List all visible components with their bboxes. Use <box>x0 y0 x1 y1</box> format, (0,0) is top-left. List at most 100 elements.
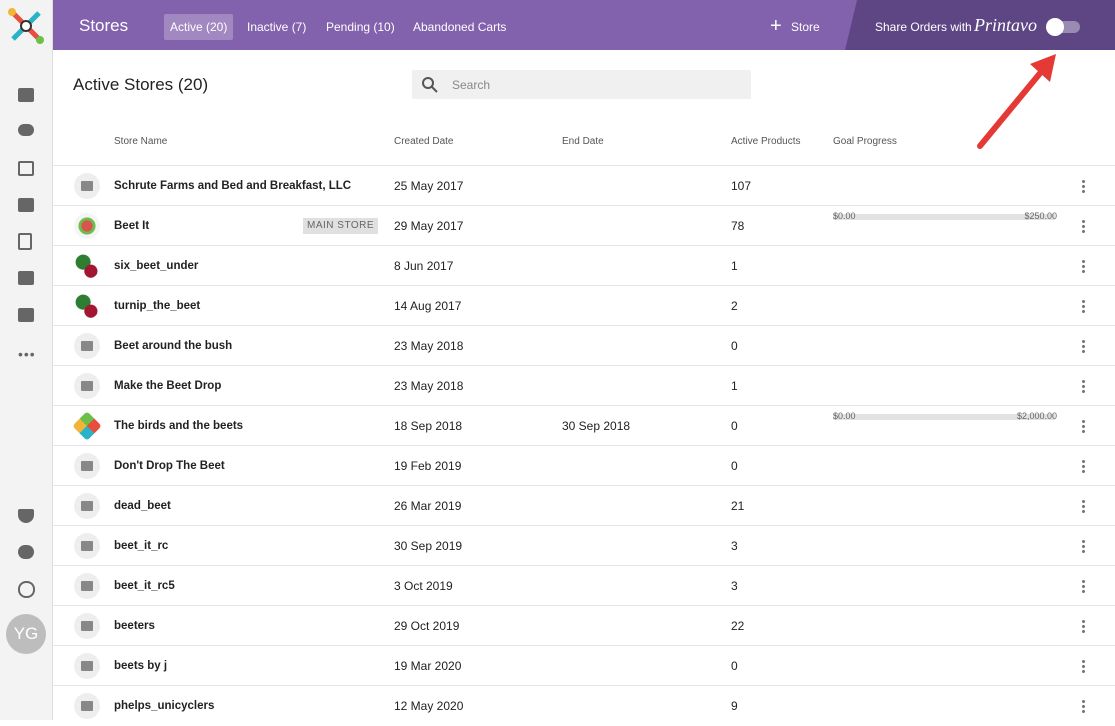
row-menu[interactable] <box>1082 499 1085 513</box>
store-name: Make the Beet Drop <box>114 380 222 392</box>
goal-min: $0.00 <box>833 411 856 421</box>
active-products: 0 <box>731 419 738 433</box>
nav-library[interactable] <box>18 271 34 285</box>
row-menu[interactable] <box>1082 259 1085 273</box>
row-menu[interactable] <box>1082 579 1085 593</box>
nav-settings[interactable] <box>18 545 34 559</box>
tab[interactable]: Pending (10) <box>326 20 395 34</box>
store-name: Schrute Farms and Bed and Breakfast, LLC <box>114 180 352 192</box>
created-date: 19 Mar 2020 <box>394 659 462 673</box>
goal-min: $0.00 <box>833 211 856 221</box>
store-icon <box>74 613 100 639</box>
search-placeholder: Search <box>452 78 491 92</box>
row-menu[interactable] <box>1082 699 1085 713</box>
row-menu[interactable] <box>1082 339 1085 353</box>
store-name: turnip_the_beet <box>114 300 201 312</box>
column-header[interactable]: Created Date <box>394 136 454 147</box>
row-menu[interactable] <box>1082 299 1085 313</box>
table-row[interactable]: Beet It MAIN STORE 29 May 2017 78 $0.00 $250.… <box>53 205 1115 246</box>
app-logo[interactable] <box>0 0 52 52</box>
table-row[interactable]: beeters 29 Oct 2019 22 <box>53 605 1115 646</box>
row-menu[interactable] <box>1082 379 1085 393</box>
active-products: 78 <box>731 219 745 233</box>
tab[interactable]: Inactive (7) <box>247 20 307 34</box>
row-menu[interactable] <box>1082 419 1085 433</box>
table-row[interactable]: beets by j 19 Mar 2020 0 <box>53 645 1115 686</box>
created-date: 30 Sep 2019 <box>394 539 463 553</box>
table-row[interactable]: Don't Drop The Beet 19 Feb 2019 0 <box>53 445 1115 486</box>
nav-store[interactable] <box>18 308 34 322</box>
nav-inbox[interactable] <box>18 161 34 176</box>
nav-basket[interactable] <box>18 198 34 212</box>
store-icon <box>74 293 100 319</box>
callout-arrow <box>977 54 1056 149</box>
plus-icon[interactable]: + <box>770 15 782 37</box>
column-header[interactable]: End Date <box>562 136 604 147</box>
store-icon <box>74 573 100 599</box>
created-date: 29 Oct 2019 <box>394 619 460 633</box>
active-products: 0 <box>731 339 738 353</box>
table-row[interactable]: Schrute Farms and Bed and Breakfast, LLC… <box>53 165 1115 206</box>
row-menu[interactable] <box>1082 539 1085 553</box>
nav-help[interactable] <box>18 581 35 598</box>
created-date: 25 May 2017 <box>394 179 464 193</box>
created-date: 29 May 2017 <box>394 219 464 233</box>
active-products: 107 <box>731 179 752 193</box>
active-products: 21 <box>731 499 745 513</box>
created-date: 12 May 2020 <box>394 699 464 713</box>
created-date: 23 May 2018 <box>394 339 464 353</box>
store-name: beet_it_rc5 <box>114 580 175 592</box>
table-row[interactable]: Beet around the bush 23 May 2018 0 <box>53 325 1115 366</box>
nav-clipboard[interactable] <box>18 233 32 250</box>
created-date: 26 Mar 2019 <box>394 499 462 513</box>
column-header[interactable]: Active Products <box>731 136 801 147</box>
tab[interactable]: Abandoned Carts <box>413 20 507 34</box>
created-date: 19 Feb 2019 <box>394 459 462 473</box>
share-toggle[interactable] <box>1046 18 1080 36</box>
row-menu[interactable] <box>1082 179 1085 193</box>
share-label: Share Orders with <box>875 20 972 34</box>
table-row[interactable]: dead_beet 26 Mar 2019 21 <box>53 485 1115 526</box>
row-menu[interactable] <box>1082 459 1085 473</box>
active-products: 3 <box>731 579 738 593</box>
sidebar: ••• YG <box>0 0 53 720</box>
store-icon <box>74 653 100 679</box>
page-title: Active Stores (20) <box>73 75 209 94</box>
store-name: beeters <box>114 620 155 632</box>
goal-bar <box>833 414 1055 420</box>
brand: Printavo <box>974 15 1037 35</box>
table-row[interactable]: Make the Beet Drop 23 May 2018 1 <box>53 365 1115 406</box>
store-icon <box>74 173 100 199</box>
table-row[interactable]: The birds and the beets 18 Sep 2018 30 Sep… <box>53 405 1115 446</box>
tab[interactable]: Active (20) <box>164 14 234 40</box>
row-menu[interactable] <box>1082 619 1085 633</box>
main-store-badge: MAIN STORE <box>303 218 379 234</box>
column-header[interactable]: Goal Progress <box>833 136 897 147</box>
end-date: 30 Sep 2018 <box>562 419 631 433</box>
table-row[interactable]: beet_it_rc 30 Sep 2019 3 <box>53 525 1115 566</box>
store-name: Don't Drop The Beet <box>114 460 225 472</box>
store-icon <box>74 253 100 279</box>
column-header[interactable]: Store Name <box>114 136 168 147</box>
store-icon <box>74 693 100 719</box>
share-panel <box>845 0 1115 50</box>
nav-security[interactable] <box>18 509 34 523</box>
table-row[interactable]: six_beet_under 8 Jun 2017 1 <box>53 245 1115 286</box>
nav-more[interactable]: ••• <box>18 346 36 362</box>
nav-people[interactable] <box>18 124 34 136</box>
search-box[interactable]: Search <box>412 70 751 99</box>
row-menu[interactable] <box>1082 659 1085 673</box>
store-icon <box>74 213 100 239</box>
goal-max: $2,000.00 <box>1016 411 1057 421</box>
add-store-button[interactable]: Store <box>791 20 820 34</box>
table-row[interactable]: phelps_unicyclers 12 May 2020 9 <box>53 685 1115 726</box>
table-row[interactable]: beet_it_rc5 3 Oct 2019 3 <box>53 565 1115 606</box>
row-menu[interactable] <box>1082 219 1085 233</box>
search-icon <box>422 77 438 93</box>
table-row[interactable]: turnip_the_beet 14 Aug 2017 2 <box>53 285 1115 326</box>
store-name: Beet around the bush <box>114 340 233 352</box>
top-bar: Stores Active (20) Inactive (7) Pending … <box>53 0 1115 50</box>
user-avatar[interactable]: YG <box>6 614 46 654</box>
nav-dashboard[interactable] <box>18 88 34 102</box>
